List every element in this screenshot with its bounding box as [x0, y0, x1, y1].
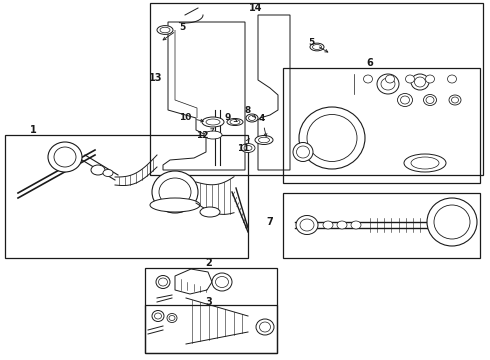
Ellipse shape — [427, 198, 477, 246]
Ellipse shape — [296, 146, 310, 158]
Ellipse shape — [296, 216, 318, 234]
Ellipse shape — [426, 96, 434, 104]
Ellipse shape — [152, 171, 198, 213]
Ellipse shape — [255, 135, 273, 144]
Ellipse shape — [323, 221, 333, 229]
Ellipse shape — [202, 117, 224, 127]
Ellipse shape — [157, 26, 173, 35]
Text: 2: 2 — [206, 258, 212, 268]
Ellipse shape — [246, 114, 258, 122]
Text: 1: 1 — [29, 125, 36, 135]
Ellipse shape — [300, 219, 314, 231]
Ellipse shape — [415, 77, 425, 87]
Ellipse shape — [293, 143, 313, 162]
Bar — [145, 305, 277, 353]
Ellipse shape — [411, 74, 429, 90]
Text: 10: 10 — [179, 113, 203, 122]
Bar — [145, 268, 277, 353]
Ellipse shape — [156, 275, 170, 288]
Ellipse shape — [400, 96, 410, 104]
Ellipse shape — [200, 207, 220, 217]
Ellipse shape — [364, 75, 372, 83]
Ellipse shape — [351, 221, 361, 229]
Ellipse shape — [313, 45, 321, 49]
Ellipse shape — [91, 165, 105, 175]
Text: 5: 5 — [163, 23, 185, 40]
Text: 7: 7 — [267, 217, 273, 227]
Ellipse shape — [152, 310, 164, 321]
Ellipse shape — [411, 157, 439, 169]
Text: 3: 3 — [206, 297, 212, 307]
Ellipse shape — [259, 137, 270, 143]
Ellipse shape — [381, 78, 395, 90]
Ellipse shape — [451, 97, 459, 103]
Text: 8: 8 — [245, 105, 256, 118]
Ellipse shape — [447, 75, 457, 83]
Ellipse shape — [337, 221, 347, 229]
Ellipse shape — [425, 75, 435, 83]
Ellipse shape — [310, 43, 324, 51]
Ellipse shape — [204, 131, 222, 139]
Text: 13: 13 — [149, 73, 163, 83]
Ellipse shape — [158, 278, 168, 286]
Ellipse shape — [216, 276, 228, 288]
Text: 12: 12 — [196, 129, 214, 140]
Ellipse shape — [160, 27, 170, 33]
Ellipse shape — [241, 144, 255, 153]
Text: 5: 5 — [308, 37, 328, 52]
Ellipse shape — [386, 75, 394, 83]
Ellipse shape — [48, 142, 82, 172]
Ellipse shape — [169, 315, 175, 320]
Text: 6: 6 — [367, 58, 373, 68]
Bar — [150, 3, 483, 175]
Ellipse shape — [404, 154, 446, 172]
Text: 9: 9 — [225, 113, 237, 122]
Ellipse shape — [299, 107, 365, 169]
Ellipse shape — [212, 273, 232, 291]
Ellipse shape — [103, 170, 113, 176]
Ellipse shape — [167, 314, 177, 323]
Ellipse shape — [307, 114, 357, 162]
Ellipse shape — [248, 116, 255, 121]
Ellipse shape — [154, 313, 162, 319]
Ellipse shape — [434, 205, 470, 239]
Ellipse shape — [377, 74, 399, 94]
Ellipse shape — [406, 75, 415, 83]
Bar — [283, 193, 480, 258]
Text: 11: 11 — [237, 138, 249, 153]
Ellipse shape — [227, 118, 243, 126]
Ellipse shape — [159, 178, 191, 206]
Text: 14: 14 — [249, 3, 263, 13]
Text: 4: 4 — [259, 113, 267, 136]
Ellipse shape — [244, 145, 252, 150]
Ellipse shape — [423, 95, 437, 105]
Ellipse shape — [449, 95, 461, 105]
Ellipse shape — [206, 119, 220, 125]
Ellipse shape — [150, 198, 200, 212]
Bar — [283, 68, 480, 183]
Ellipse shape — [230, 120, 240, 125]
Ellipse shape — [397, 94, 413, 107]
Ellipse shape — [256, 319, 274, 335]
Bar — [5, 135, 248, 258]
Ellipse shape — [260, 322, 270, 332]
Ellipse shape — [54, 147, 76, 167]
